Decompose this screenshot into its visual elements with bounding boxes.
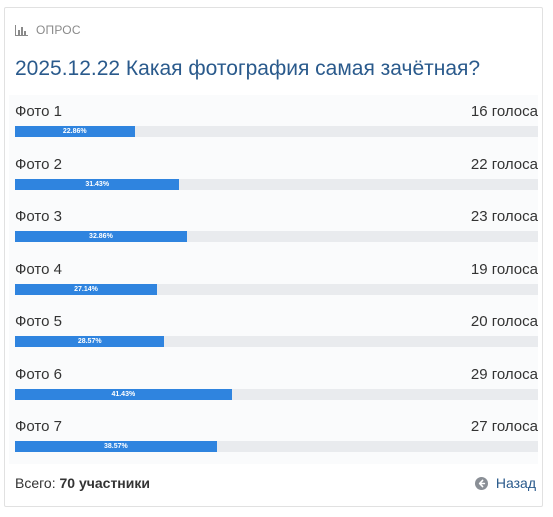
total-label: Всего: (15, 475, 56, 491)
option-name: Фото 1 (15, 103, 62, 120)
option-name: Фото 2 (15, 155, 62, 173)
option-percent: 41.43% (111, 390, 136, 398)
option-bar-fill: 38.57% (15, 441, 217, 452)
option-name: Фото 6 (15, 365, 62, 383)
option-percent: 32.86% (89, 233, 113, 240)
option-votes: 20 голоса (470, 313, 538, 330)
option-name: Фото 5 (15, 313, 62, 330)
option-bar-fill: 27.14% (15, 283, 157, 295)
poll-option-1: Фото 1 16 голоса 22.86% (9, 95, 538, 145)
option-bar-track: 27.14% (15, 283, 538, 295)
option-percent: 38.57% (103, 443, 128, 450)
poll-option-5: Фото 5 20 голоса 28.57% (9, 305, 538, 355)
poll-option-2: Фото 2 22 голоса 31.43% (9, 148, 538, 198)
poll-option-6: Фото 6 29 голоса 41.43% (9, 358, 538, 408)
option-votes: 16 голоса (470, 103, 538, 120)
option-votes: 22 голоса (470, 155, 538, 173)
option-percent: 27.14% (74, 285, 98, 293)
back-label: Назад (495, 475, 536, 491)
option-votes: 19 голоса (470, 260, 538, 278)
back-link[interactable]: Назад (474, 475, 536, 491)
option-bar-track: 22.86% (15, 126, 538, 137)
poll-option-4: Фото 4 19 голоса 27.14% (9, 253, 538, 303)
total-value: 70 участники (59, 475, 150, 491)
option-bar-fill: 22.86% (15, 126, 135, 137)
option-bar-track: 31.43% (15, 178, 538, 190)
poll-title: 2025.12.22 Какая фотография самая зачётн… (15, 57, 481, 80)
option-bar-track: 41.43% (15, 388, 538, 400)
option-bar-fill: 31.43% (15, 178, 180, 190)
option-bar-track: 28.57% (15, 336, 538, 347)
poll-section-text: ОПРОС (36, 23, 81, 37)
poll-section-label: ОПРОС (15, 22, 81, 38)
option-name: Фото 3 (15, 208, 62, 225)
option-percent: 31.43% (85, 180, 110, 188)
option-bar-fill: 32.86% (15, 231, 187, 242)
option-votes: 27 голоса (470, 418, 538, 435)
bar-chart-icon (15, 24, 28, 36)
option-bar-fill: 41.43% (15, 388, 232, 400)
option-bar-track: 38.57% (15, 441, 538, 452)
arrow-left-circle-icon (474, 476, 488, 490)
option-votes: 29 голоса (470, 365, 538, 383)
poll-total: Всего: 70 участники (15, 475, 150, 491)
poll-options: Фото 1 16 голоса 22.86% Фото 2 22 голоса… (9, 95, 538, 464)
option-percent: 22.86% (62, 128, 87, 135)
poll-card: ОПРОС 2025.12.22 Какая фотография самая … (4, 7, 543, 507)
poll-option-3: Фото 3 23 голоса 32.86% (9, 200, 538, 250)
option-percent: 28.57% (77, 338, 102, 345)
option-name: Фото 7 (15, 418, 62, 435)
option-name: Фото 4 (15, 260, 62, 278)
option-bar-track: 32.86% (15, 231, 538, 242)
poll-option-7: Фото 7 27 голоса 38.57% (9, 410, 538, 460)
option-votes: 23 голоса (470, 208, 538, 225)
option-bar-fill: 28.57% (15, 336, 165, 347)
